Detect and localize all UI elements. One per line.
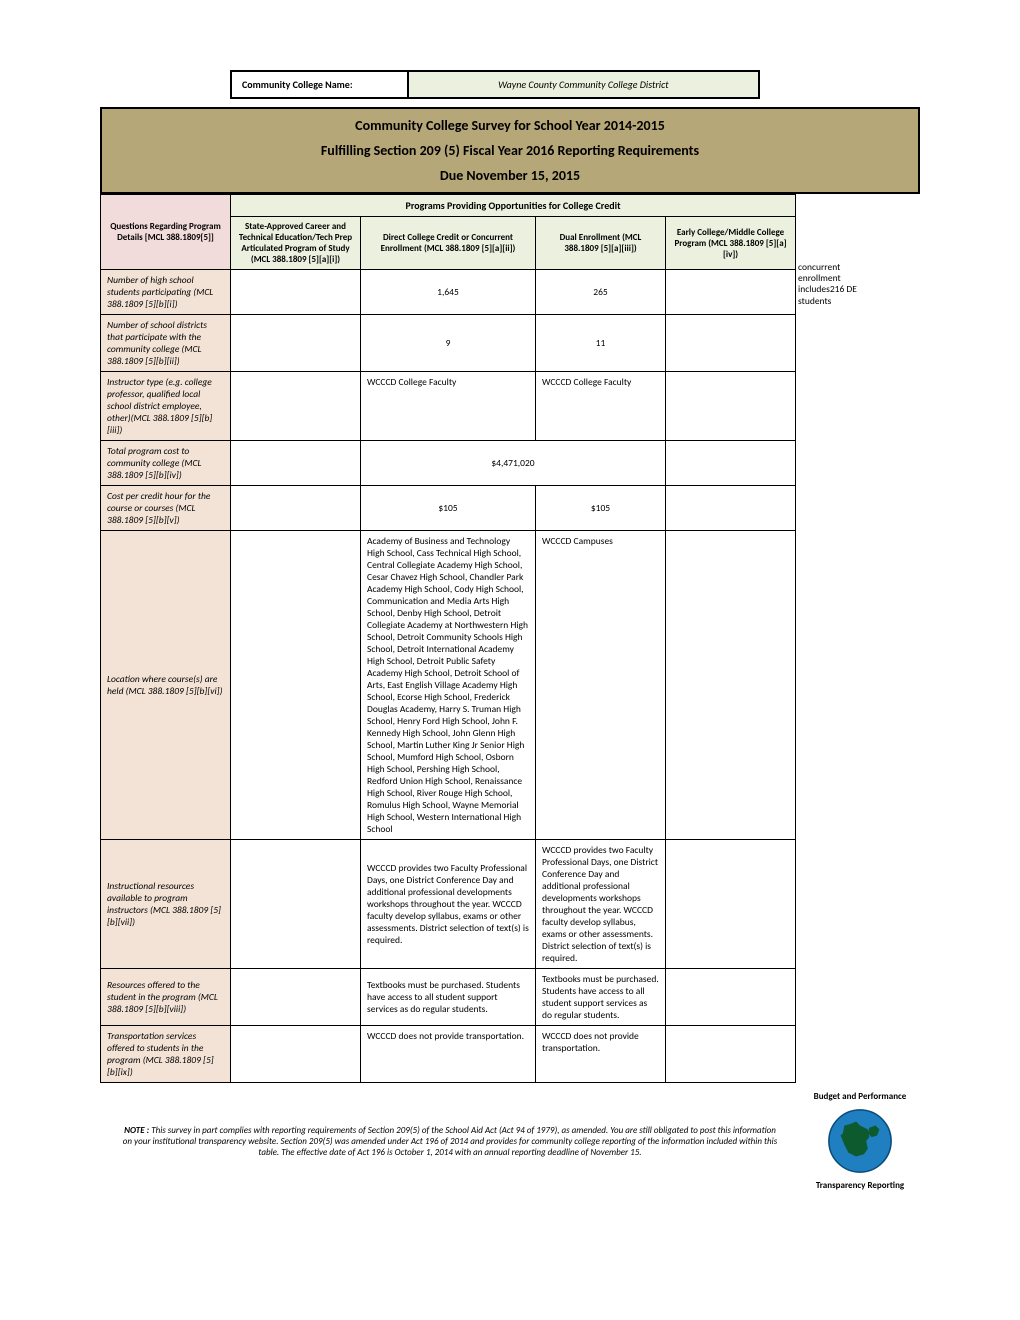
title-line-2: Fulfilling Section 209 (5) Fiscal Year 2… xyxy=(102,138,918,163)
row-cost-label: Total program cost to community college … xyxy=(101,441,231,486)
badge-bottom-text: Transparency Reporting xyxy=(800,1180,920,1191)
row-location-v4: WCCCD Campuses xyxy=(536,531,666,840)
row-ir-v4: WCCCD provides two Faculty Professional … xyxy=(536,840,666,969)
row-trans-v4: WCCCD does not provide transportation. xyxy=(536,1026,666,1083)
row-students-overflow: concurrent enrollment includes216 DE stu… xyxy=(798,262,878,308)
row-instructor-type: Instructor type (e.g. college professor,… xyxy=(101,372,921,441)
row-cost-v34: $4,471,020 xyxy=(361,441,666,486)
survey-table: Questions Regarding Program Details [MCL… xyxy=(100,194,921,1083)
row-students-v3: 1,645 xyxy=(361,270,536,315)
header-row-1: Questions Regarding Program Details [MCL… xyxy=(101,195,921,217)
row-ir-label: Instructional resources available to pro… xyxy=(101,840,231,969)
col-programs-header: Programs Providing Opportunities for Col… xyxy=(231,195,796,217)
badge-top-text: Budget and Performance xyxy=(800,1091,920,1102)
row-ir-v3: WCCCD provides two Faculty Professional … xyxy=(361,840,536,969)
page-container: Community College Name: Wayne County Com… xyxy=(100,70,920,1191)
row-credit-hour: Cost per credit hour for the course or c… xyxy=(101,486,921,531)
row-sr-v3: Textbooks must be purchased. Students ha… xyxy=(361,969,536,1026)
row-districts-label: Number of school districts that particip… xyxy=(101,315,231,372)
row-transportation: Transportation services offered to stude… xyxy=(101,1026,921,1083)
college-name-value: Wayne County Community College District xyxy=(409,70,760,99)
row-instructor-label: Instructor type (e.g. college professor,… xyxy=(101,372,231,441)
row-location-v3: Academy of Business and Technology High … xyxy=(361,531,536,840)
college-name-row: Community College Name: Wayne County Com… xyxy=(230,70,760,99)
row-trans-label: Transportation services offered to stude… xyxy=(101,1026,231,1083)
col-c3-header: Direct College Credit or Concurrent Enro… xyxy=(361,217,536,270)
row-districts-v3: 9 xyxy=(361,315,536,372)
row-total-cost: Total program cost to community college … xyxy=(101,441,921,486)
michigan-icon xyxy=(820,1106,900,1176)
footer-note-prefix: NOTE : xyxy=(124,1125,149,1136)
footer-note-text: This survey in part complies with report… xyxy=(123,1125,777,1158)
row-student-resources: Resources offered to the student in the … xyxy=(101,969,921,1026)
row-instructor-v4: WCCCD College Faculty xyxy=(536,372,666,441)
row-students-v4: 265 xyxy=(536,270,666,315)
row-sr-v4: Textbooks must be purchased. Students ha… xyxy=(536,969,666,1026)
row-credit-v3: $105 xyxy=(361,486,536,531)
col-questions-header: Questions Regarding Program Details [MCL… xyxy=(101,195,231,270)
row-students-label: Number of high school students participa… xyxy=(101,270,231,315)
row-credit-v4: $105 xyxy=(536,486,666,531)
row-sr-label: Resources offered to the student in the … xyxy=(101,969,231,1026)
transparency-badge: Budget and Performance Transparency Repo… xyxy=(800,1091,920,1191)
title-line-3: Due November 15, 2015 xyxy=(102,163,918,188)
col-c2-header: State-Approved Career and Technical Educ… xyxy=(231,217,361,270)
row-districts: Number of school districts that particip… xyxy=(101,315,921,372)
col-c5-header: Early College/Middle College Program (MC… xyxy=(666,217,796,270)
footer: NOTE : This survey in part complies with… xyxy=(100,1091,920,1191)
college-name-label: Community College Name: xyxy=(230,70,409,99)
row-districts-v4: 11 xyxy=(536,315,666,372)
title-line-1: Community College Survey for School Year… xyxy=(102,113,918,138)
row-instructor-resources: Instructional resources available to pro… xyxy=(101,840,921,969)
row-location: Location where course(s) are held (MCL 3… xyxy=(101,531,921,840)
row-location-label: Location where course(s) are held (MCL 3… xyxy=(101,531,231,840)
row-trans-v3: WCCCD does not provide transportation. xyxy=(361,1026,536,1083)
row-instructor-v3: WCCCD College Faculty xyxy=(361,372,536,441)
title-block: Community College Survey for School Year… xyxy=(100,107,920,194)
row-credit-label: Cost per credit hour for the course or c… xyxy=(101,486,231,531)
footer-note: NOTE : This survey in part complies with… xyxy=(100,1115,800,1168)
col-c4-header: Dual Enrollment (MCL 388.1809 [5][a][iii… xyxy=(536,217,666,270)
row-students: Number of high school students participa… xyxy=(101,270,921,315)
